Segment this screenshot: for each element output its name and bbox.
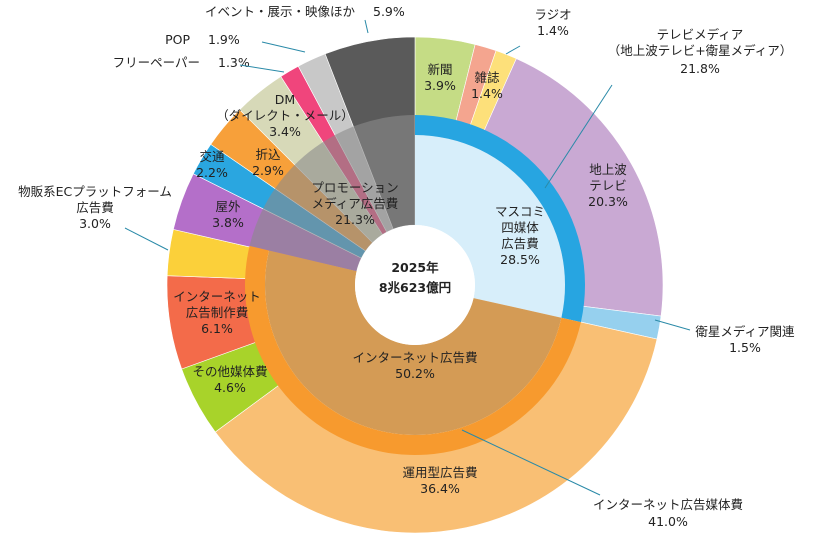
annotation-leader — [461, 429, 601, 496]
outer-label: 折込 — [255, 147, 281, 162]
center-hole — [355, 225, 475, 345]
center-label: 2025年 — [391, 260, 439, 275]
outer-label: 屋外 — [215, 199, 241, 214]
outer-label: フリーペーパー — [113, 55, 200, 70]
outer-label: POP — [165, 32, 190, 47]
outer-label: 物販系ECプラットフォーム広告費 — [18, 184, 172, 215]
leader-line — [654, 319, 691, 331]
outer-label: 新聞 — [427, 62, 452, 77]
inner-value-label: 28.5% — [500, 252, 540, 267]
inner-edge — [415, 115, 585, 323]
inner-label: マスコミ四媒体広告費 — [495, 204, 545, 251]
outer-value-label: 36.4% — [420, 481, 460, 496]
outer-value-label: 2.9% — [252, 163, 284, 178]
leader-line — [124, 227, 169, 251]
outer-label: ラジオ — [534, 7, 571, 22]
annotation-value: 41.0% — [648, 514, 688, 529]
annotation: インターネット広告媒体費 — [593, 497, 743, 512]
inner-value-label: 50.2% — [395, 366, 435, 381]
outer-value-label: 1.4% — [471, 86, 503, 101]
outer-value-label: 2.2% — [196, 165, 228, 180]
outer-value-label: 20.3% — [588, 194, 628, 209]
outer-value-label: 3.8% — [212, 215, 244, 230]
leader-line — [261, 41, 306, 53]
inner-segment — [265, 250, 562, 435]
center-label: 8兆623億円 — [379, 280, 451, 295]
inner-segment — [249, 115, 415, 272]
outer-label: その他媒体費 — [192, 364, 267, 379]
outer-value-label: 5.9% — [373, 4, 405, 19]
outer-value-label: 3.9% — [424, 78, 456, 93]
outer-label: DM （ダイレクト・メール） — [216, 92, 354, 123]
leader-line — [505, 45, 521, 55]
leader-line — [364, 19, 369, 34]
outer-label: インターネット広告制作費 — [173, 289, 261, 320]
inner-label: インターネット広告費 — [352, 350, 477, 365]
outer-value-label: 1.4% — [537, 23, 569, 38]
inner-value-label: 21.3% — [335, 212, 375, 227]
outer-label: 地上波テレビ — [589, 162, 627, 193]
annotation-leader — [544, 84, 613, 189]
outer-label: 交通 — [199, 149, 225, 164]
outer-value-label: 3.4% — [269, 124, 301, 139]
outer-value-label: 4.6% — [214, 380, 246, 395]
outer-value-label: 3.0% — [79, 216, 111, 231]
leader-line — [239, 64, 285, 73]
outer-value-label: 1.3% — [218, 55, 250, 70]
rings — [166, 36, 664, 534]
outer-label: 雑誌 — [474, 70, 500, 85]
annotation: テレビメディア（地上波テレビ+衛星メディア） — [608, 27, 793, 58]
outer-value-label: 6.1% — [201, 321, 233, 336]
outer-value-label: 1.5% — [729, 340, 761, 355]
outer-label: 運用型広告費 — [402, 465, 477, 480]
outer-label: イベント・展示・映像ほか — [205, 4, 356, 19]
outer-value-label: 1.9% — [208, 32, 240, 47]
annotation-value: 21.8% — [680, 61, 720, 76]
outer-label: 衛星メディア関連 — [695, 324, 795, 339]
inner-segment — [415, 135, 565, 318]
inner-label: プロモーションメディア広告費 — [311, 180, 398, 211]
